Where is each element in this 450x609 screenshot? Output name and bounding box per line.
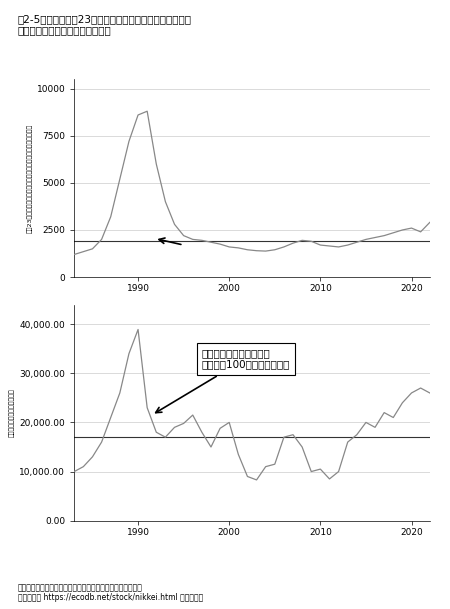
Text: 図2-5　（上）東京23区の商業地における地価公示価格、: 図2-5 （上）東京23区の商業地における地価公示価格、 bbox=[18, 15, 192, 24]
Y-axis label: 日経平均株価　（単位：円）: 日経平均株価 （単位：円） bbox=[9, 388, 15, 437]
Text: （下）日経平均株価の推移: （下）日経平均株価の推移 bbox=[18, 26, 112, 35]
Text: 簡単に言うとこの部分が
バブル＝100兆円の不良債権: 簡単に言うとこの部分が バブル＝100兆円の不良債権 bbox=[156, 348, 290, 413]
Y-axis label: 東京23区の商業地における地価公示価格　（単位：千円／㎡）: 東京23区の商業地における地価公示価格 （単位：千円／㎡） bbox=[27, 124, 32, 233]
Text: （下） https://ecodb.net/stock/nikkei.html を基に作成: （下） https://ecodb.net/stock/nikkei.html … bbox=[18, 593, 203, 602]
Text: 出典：（上）東京都財務局「地価公示価格（東京都分）」、: 出典：（上）東京都財務局「地価公示価格（東京都分）」、 bbox=[18, 583, 143, 592]
